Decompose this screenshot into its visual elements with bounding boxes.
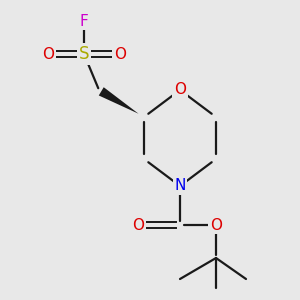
Text: O: O xyxy=(132,218,144,232)
Polygon shape xyxy=(99,87,139,114)
Text: O: O xyxy=(210,218,222,232)
Text: O: O xyxy=(42,46,54,62)
Text: S: S xyxy=(79,45,89,63)
Text: F: F xyxy=(80,14,88,28)
Text: N: N xyxy=(174,178,186,194)
Text: O: O xyxy=(114,46,126,62)
Text: O: O xyxy=(174,82,186,98)
